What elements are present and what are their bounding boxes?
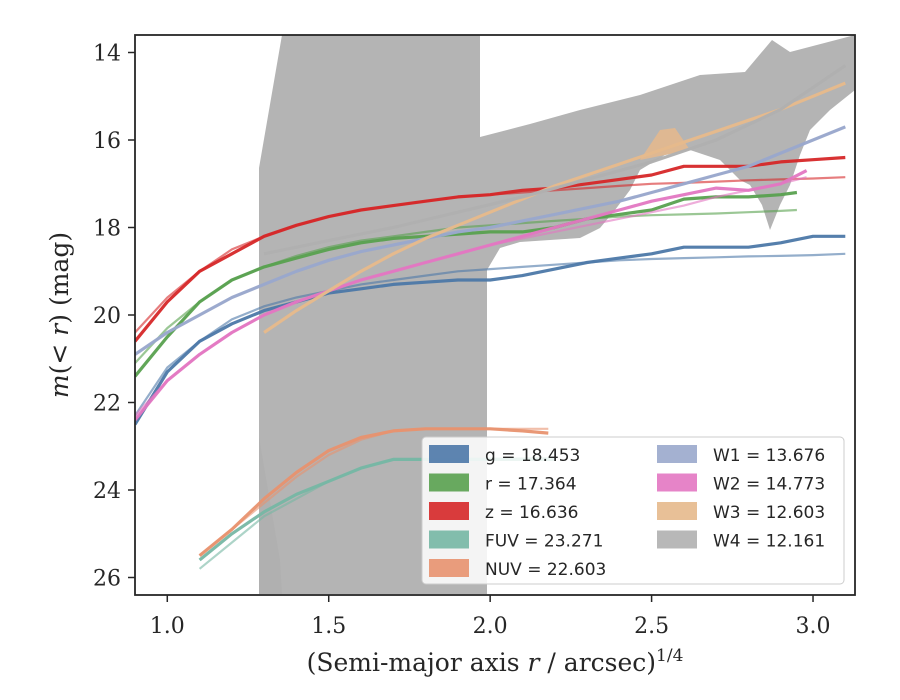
y-tick-label: 20 xyxy=(93,304,121,329)
series-w3-line xyxy=(263,81,846,334)
series-w1-line xyxy=(135,125,846,356)
legend-swatch-w1 xyxy=(657,445,697,463)
y-tick-label: 24 xyxy=(93,479,121,504)
legend-swatch-w3 xyxy=(657,502,697,520)
series-g-line xyxy=(135,234,846,426)
legend-label-w1: W1 = 13.676 xyxy=(713,446,825,466)
legend-label-w2: W2 = 14.773 xyxy=(713,475,825,495)
x-tick-label: 2.5 xyxy=(634,614,669,639)
legend-label-w3: W3 = 12.603 xyxy=(713,503,825,523)
x-tick-label: 1.0 xyxy=(150,614,185,639)
legend-swatch-w4 xyxy=(657,530,697,549)
series-z-line xyxy=(135,155,846,343)
legend-label-z: z = 16.636 xyxy=(485,503,578,523)
x-axis-label: (Semi-major axis r / arcsec)1/4 xyxy=(307,646,684,677)
series-w2-line xyxy=(135,169,808,422)
x-tick-label: 1.5 xyxy=(311,614,346,639)
series-g-model-line xyxy=(135,252,846,417)
x-tick-label: 2.0 xyxy=(473,614,508,639)
series-layer xyxy=(135,64,847,570)
legend-swatch-w2 xyxy=(657,473,697,492)
legend-label-nuv: NUV = 22.603 xyxy=(485,560,606,580)
legend-swatch-r xyxy=(429,473,469,492)
ticks-layer: 1.0 1.5 2.0 2.5 3.0 14 16 18 20 22 24 26 xyxy=(93,42,831,640)
y-tick-label: 14 xyxy=(93,42,121,67)
y-axis-label: m(< r) (mag) xyxy=(45,232,74,398)
series-w4-line xyxy=(263,64,847,256)
legend: g = 18.453 r = 17.364 z = 16.636 FUV = 23.2… xyxy=(421,436,845,585)
y-tick-label: 16 xyxy=(93,129,121,154)
y-tick-label: 22 xyxy=(93,392,121,417)
legend-swatch-g xyxy=(429,445,469,463)
legend-label-g: g = 18.453 xyxy=(485,446,580,466)
series-r-line xyxy=(135,190,798,378)
y-tick-label: 18 xyxy=(93,217,121,242)
legend-box xyxy=(421,436,845,585)
series-nuv-line xyxy=(198,427,549,557)
legend-swatch-fuv xyxy=(429,530,469,549)
x-tick-label: 3.0 xyxy=(796,614,831,639)
legend-label-r: r = 17.364 xyxy=(485,475,577,495)
y-tick-label: 26 xyxy=(93,567,121,592)
legend-label-w4: W4 = 12.161 xyxy=(713,532,825,552)
legend-swatch-z xyxy=(429,502,469,520)
legend-swatch-nuv xyxy=(429,559,469,577)
legend-label-fuv: FUV = 23.271 xyxy=(485,532,603,552)
